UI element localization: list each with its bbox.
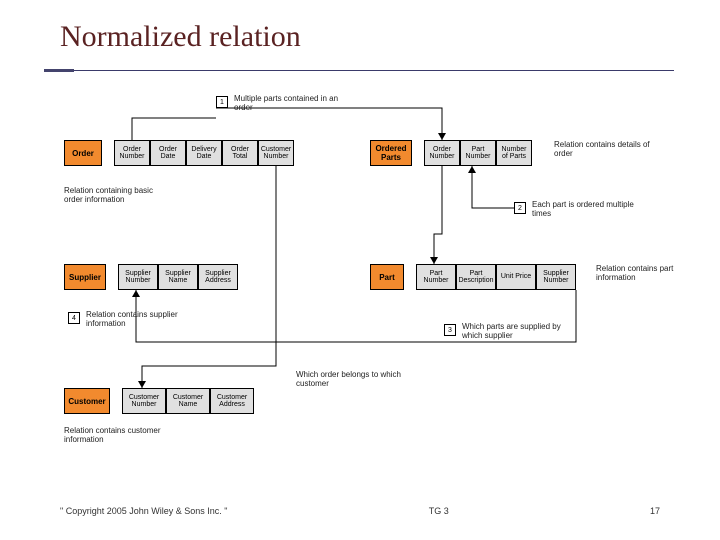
- order-table-head: Order: [64, 140, 102, 166]
- caption-order: Relation containing basic order informat…: [64, 186, 164, 204]
- supplier-table-col-2: Supplier Address: [198, 264, 238, 290]
- footer-copyright: " Copyright 2005 John Wiley & Sons Inc. …: [60, 506, 227, 516]
- ordered-parts-table-col-1: Part Number: [460, 140, 496, 166]
- footer: " Copyright 2005 John Wiley & Sons Inc. …: [60, 506, 660, 516]
- divider-accent: [44, 69, 74, 72]
- ordered-parts-table-head: Ordered Parts: [370, 140, 412, 166]
- part-table-head: Part: [370, 264, 404, 290]
- part-table-col-0: Part Number: [416, 264, 456, 290]
- order-table-col-2: Delivery Date: [186, 140, 222, 166]
- note-n4-num: 4: [68, 312, 80, 324]
- supplier-table-col-1: Supplier Name: [158, 264, 198, 290]
- supplier-table-head: Supplier: [64, 264, 106, 290]
- arrow-3: [472, 166, 514, 208]
- arrow-1: [216, 108, 442, 140]
- order-table-col-4: Customer Number: [258, 140, 294, 166]
- note-n4-text: Relation contains supplier information: [86, 310, 196, 328]
- order-table-col-0: Order Number: [114, 140, 150, 166]
- note-n1-num: 1: [216, 96, 228, 108]
- note-n3-num: 3: [444, 324, 456, 336]
- customer-table-head: Customer: [64, 388, 110, 414]
- page-title: Normalized relation: [60, 20, 301, 54]
- part-table-col-2: Unit Price: [496, 264, 536, 290]
- note-n5-text: Which order belongs to which customer: [296, 370, 416, 388]
- divider: [44, 70, 674, 71]
- customer-table-col-0: Customer Number: [122, 388, 166, 414]
- order-table-col-3: Order Total: [222, 140, 258, 166]
- caption-part: Relation contains part information: [596, 264, 696, 282]
- customer-table-col-2: Customer Address: [210, 388, 254, 414]
- supplier-table-col-0: Supplier Number: [118, 264, 158, 290]
- note-n3-text: Which parts are supplied by which suppli…: [462, 322, 572, 340]
- ordered-parts-table-col-0: Order Number: [424, 140, 460, 166]
- note-n1-text: Multiple parts contained in an order: [234, 94, 344, 112]
- ordered-parts-table-col-2: Number of Parts: [496, 140, 532, 166]
- part-table-col-3: Supplier Number: [536, 264, 576, 290]
- diagram-canvas: OrderOrder NumberOrder DateDelivery Date…: [52, 86, 664, 476]
- order-table-col-1: Order Date: [150, 140, 186, 166]
- arrow-2: [434, 166, 442, 264]
- note-n2-text: Each part is ordered multiple times: [532, 200, 642, 218]
- part-table-col-1: Part Description: [456, 264, 496, 290]
- arrow-0: [132, 118, 216, 140]
- customer-table-col-1: Customer Name: [166, 388, 210, 414]
- caption-customer: Relation contains customer information: [64, 426, 164, 444]
- caption-ordered_parts: Relation contains details of order: [554, 140, 654, 158]
- footer-center: TG 3: [429, 506, 449, 516]
- note-n2-num: 2: [514, 202, 526, 214]
- footer-page: 17: [650, 506, 660, 516]
